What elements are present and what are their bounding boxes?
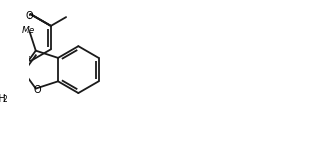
Text: Me: Me xyxy=(22,26,35,35)
Text: 2: 2 xyxy=(2,95,7,104)
Text: O: O xyxy=(25,11,33,21)
Text: NH: NH xyxy=(0,94,5,104)
Text: O: O xyxy=(33,85,41,95)
